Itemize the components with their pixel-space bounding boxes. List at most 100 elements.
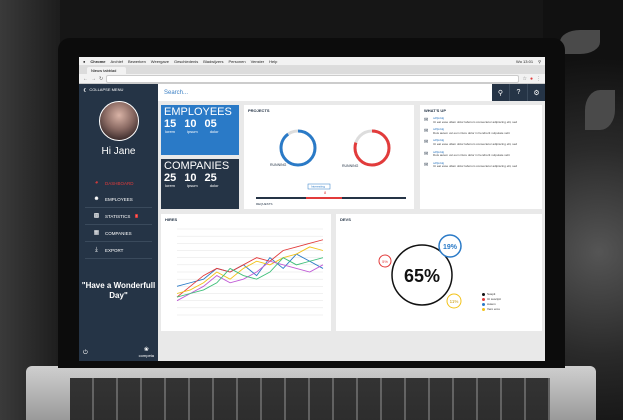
whats-up-panel: WHAT'S UP ✉ sdfjkddg Ut eat esse ullam dol… xyxy=(420,105,542,209)
donut-label: RUNNING xyxy=(270,163,287,167)
menu-dots-icon[interactable]: ⋮ xyxy=(536,75,541,82)
apple-icon[interactable]: ● xyxy=(83,58,86,64)
quote: "Have a Wonderfull Day" xyxy=(81,281,156,300)
feed-link[interactable]: sdfjkddg xyxy=(433,138,445,143)
legend-item: Ut suscipit xyxy=(482,297,501,301)
feed-item[interactable]: ✉ sdfjkddg Ut eat esse ullam dolor laborum… xyxy=(420,116,542,125)
dashboard-icon: ◕ xyxy=(94,180,99,186)
devs-center-value: 65% xyxy=(404,266,440,286)
statistics-badge: ! xyxy=(135,214,139,218)
hires-series-line-2[interactable] xyxy=(176,239,324,298)
plant-leaf xyxy=(560,30,600,54)
feed-link[interactable]: sdfjkddg xyxy=(433,160,445,165)
greeting: Hi Jane xyxy=(101,146,136,157)
sidebar-item-label: EMPLOYEES xyxy=(105,196,133,202)
browser-tab[interactable]: Nieuw tabblad xyxy=(87,67,127,74)
companies-label: dolor xyxy=(209,183,219,188)
sidebar: ❮ COLLAPSE MENU Hi Jane ◕ DASHBOARD ☻ EM… xyxy=(79,84,158,361)
companies-value: 10 xyxy=(184,172,197,184)
companies-value: 25 xyxy=(204,172,217,184)
legend-label: Autem xyxy=(487,302,496,306)
sidebar-item-companies[interactable]: ▦ COMPANIES xyxy=(85,225,152,242)
collapse-menu-button[interactable]: ❮ COLLAPSE MENU xyxy=(79,84,158,95)
companies-card[interactable]: COMPANIES 25 10 25 lorem ipsum dolor xyxy=(161,159,239,209)
devs-ring xyxy=(391,244,453,306)
hires-series-line-3[interactable] xyxy=(176,246,324,294)
chevron-left-icon: ❮ xyxy=(83,87,87,92)
avatar[interactable] xyxy=(98,101,139,141)
employees-card[interactable]: EMPLOYEES 15 10 05 lorem ipsum dolor xyxy=(161,105,239,155)
projects-panel: PROJECTS RUNNING RUNNING Interesting 8 R… xyxy=(244,105,414,209)
gear-icon[interactable]: ⚙ xyxy=(527,84,545,101)
sidebar-item-label: DASHBOARD xyxy=(105,180,134,186)
legend-dot xyxy=(482,292,485,296)
back-icon[interactable]: ← xyxy=(83,75,88,82)
sidebar-item-dashboard[interactable]: ◕ DASHBOARD xyxy=(85,175,152,191)
legend-dot xyxy=(482,307,485,311)
employees-value: 15 xyxy=(164,118,177,130)
brand-icon: ❀ xyxy=(143,347,149,353)
menu-bladwijzers[interactable]: Bladwijzers xyxy=(203,58,224,64)
sidebar-item-employees[interactable]: ☻ EMPLOYEES xyxy=(85,191,152,208)
feed-link[interactable]: sdfjkddg xyxy=(433,127,445,132)
legend-item: Vero eros xyxy=(482,307,501,311)
whats-up-title: WHAT'S UP xyxy=(424,108,446,113)
progress-label: REQUESTS xyxy=(256,202,273,206)
feed-item[interactable]: ✉ sdfjkddg Duis autem vel eum iriure dolor… xyxy=(420,127,542,136)
tab-bar: Nieuw tabblad xyxy=(79,66,545,74)
hires-series-line-5[interactable] xyxy=(176,257,324,298)
menu-bewerken[interactable]: Bewerken xyxy=(128,58,146,64)
feed-link[interactable]: sdfjkddg xyxy=(433,149,445,154)
search-icon[interactable]: ⚲ xyxy=(538,58,541,64)
star-icon[interactable]: ☆ xyxy=(522,75,527,82)
running-donut-blue[interactable] xyxy=(279,129,317,167)
bubble-yellow[interactable] xyxy=(446,293,462,309)
menu-venster[interactable]: Venster xyxy=(250,58,265,64)
running-donut-red[interactable] xyxy=(353,129,391,167)
feed-link[interactable]: sdfjkddg xyxy=(433,116,445,120)
search-icon[interactable]: ⚲ xyxy=(492,84,509,101)
companies-label: lorem xyxy=(165,183,176,188)
reload-icon[interactable]: ↻ xyxy=(99,75,104,82)
sidebar-item-statistics[interactable]: ▩ STATISTICS ! xyxy=(85,208,152,225)
feed-text: Duis autem vel eum iriure dolor in hendr… xyxy=(433,153,510,158)
power-icon[interactable]: ⏻ xyxy=(83,350,88,356)
laptop-keyboard xyxy=(70,378,550,420)
chat-icon: ✉ xyxy=(424,150,429,157)
devs-chart: 65% 19% 11% 5% xyxy=(378,234,462,309)
devs-legend: Suspit Ut suscipit Autem Vero eros xyxy=(482,292,501,312)
extension-icon[interactable]: ● xyxy=(529,75,533,82)
menu-personen[interactable]: Personen xyxy=(228,58,246,64)
menu-geschiedenis[interactable]: Geschiedenis xyxy=(173,58,199,64)
legend-item: Autem xyxy=(482,302,501,306)
forward-icon[interactable]: → xyxy=(91,75,96,82)
sidebar-nav: ◕ DASHBOARD ☻ EMPLOYEES ▩ STATISTICS ! ▦… xyxy=(79,175,158,259)
devs-panel: DEVS 65% 19% 11% 5% Suspit Ut suscipit A… xyxy=(336,214,542,331)
hires-line-chart xyxy=(176,228,324,316)
marker-value: 8 xyxy=(324,190,327,195)
hires-series-line-4[interactable] xyxy=(176,260,324,302)
legend-dot xyxy=(482,302,485,306)
sidebar-item-export[interactable]: ⤓ EXPORT xyxy=(85,242,152,259)
help-icon[interactable]: ? xyxy=(509,84,527,101)
feed-item[interactable]: ✉ sdfjkddg Ut eat esse ullam dolor laborum… xyxy=(420,161,542,170)
address-bar[interactable] xyxy=(106,74,520,83)
bubble-blue[interactable] xyxy=(438,234,462,258)
menu-weergave[interactable]: Weergave xyxy=(150,58,169,64)
main-content: Search... ⚲ ? ⚙ EMPLOYEES 15 10 05 lorem… xyxy=(158,84,545,361)
search-input[interactable]: Search... xyxy=(164,89,189,96)
feed-text: Ut eat esse ullam dolor laborum consecte… xyxy=(433,141,518,146)
bubble-value: 5% xyxy=(382,259,388,264)
brand-name: competa xyxy=(138,353,154,358)
users-icon: ☻ xyxy=(93,196,100,202)
hires-series-line-1[interactable] xyxy=(176,253,324,287)
feed-item[interactable]: ✉ sdfjkddg Duis autem vel eum iriure dolor… xyxy=(420,150,542,159)
legend-dot xyxy=(482,297,485,301)
feed-text: Duis autem vel eum iriure dolor in hendr… xyxy=(433,130,510,135)
menu-chrome[interactable]: Chrome xyxy=(90,58,106,64)
interesting-marker[interactable] xyxy=(307,183,331,190)
feed-item[interactable]: ✉ sdfjkddg Ut eat esse ullam dolor laborum… xyxy=(420,138,542,147)
menu-archief[interactable]: Archief xyxy=(110,58,123,64)
bubble-red[interactable] xyxy=(378,254,392,268)
menu-help[interactable]: Help xyxy=(269,58,278,64)
